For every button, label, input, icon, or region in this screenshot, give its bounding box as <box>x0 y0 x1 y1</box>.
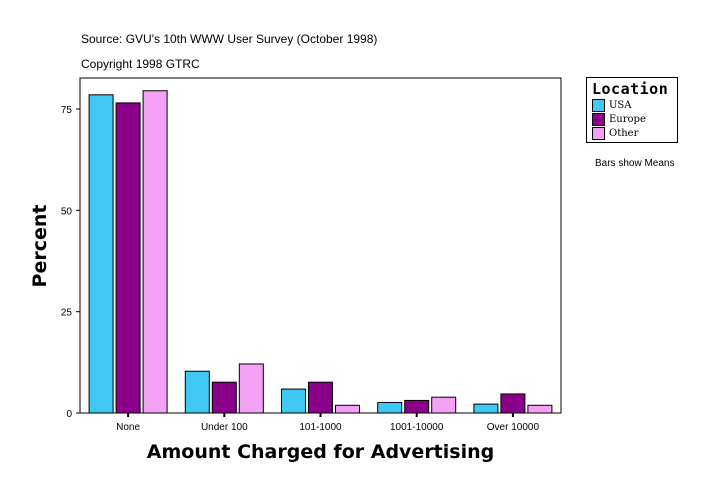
legend: Location USA Europe Other <box>586 77 678 143</box>
legend-label: Europe <box>609 113 646 125</box>
legend-item: USA <box>592 98 677 112</box>
legend-swatch <box>592 126 605 140</box>
bar-usa <box>184 370 210 414</box>
x-tick-label: Over 10000 <box>487 422 540 433</box>
legend-item: Europe <box>592 112 677 126</box>
y-tick-label: 75 <box>61 105 73 116</box>
bar-europe <box>308 381 333 414</box>
bar-usa <box>473 403 499 414</box>
copyright-text: Copyright 1998 GTRC <box>81 57 200 71</box>
x-tick-label: 101-1000 <box>299 422 342 433</box>
bar-europe <box>500 393 526 414</box>
legend-item: Other <box>592 126 677 140</box>
source-text: Source: GVU's 10th WWW User Survey (Octo… <box>81 32 378 46</box>
bar-other <box>431 396 457 414</box>
bar-europe <box>404 399 430 414</box>
bar-usa <box>377 401 403 414</box>
x-axis-label: Amount Charged for Advertising <box>147 441 494 463</box>
bar-usa <box>281 388 306 414</box>
bar-other <box>142 90 168 414</box>
y-tick-label: 50 <box>61 206 73 217</box>
y-tick-label: 25 <box>61 308 73 319</box>
bar-usa <box>88 94 114 414</box>
x-tick-label: Under 100 <box>201 422 248 433</box>
legend-swatch <box>592 98 605 112</box>
x-tick-label: 1001-10000 <box>390 422 444 433</box>
legend-label: Other <box>609 127 639 139</box>
legend-title: Location <box>592 80 669 98</box>
legend-swatch <box>592 112 605 126</box>
y-axis-label: Percent <box>29 205 51 288</box>
legend-label: USA <box>609 99 632 111</box>
bar-europe <box>115 102 141 414</box>
bars-show-means-note: Bars show Means <box>595 158 675 169</box>
bar-europe <box>211 381 237 414</box>
x-tick-label: None <box>116 422 140 433</box>
bar-other <box>335 404 360 414</box>
y-tick-label: 0 <box>66 409 72 420</box>
bar-other <box>238 363 264 414</box>
bar-other <box>527 404 553 414</box>
